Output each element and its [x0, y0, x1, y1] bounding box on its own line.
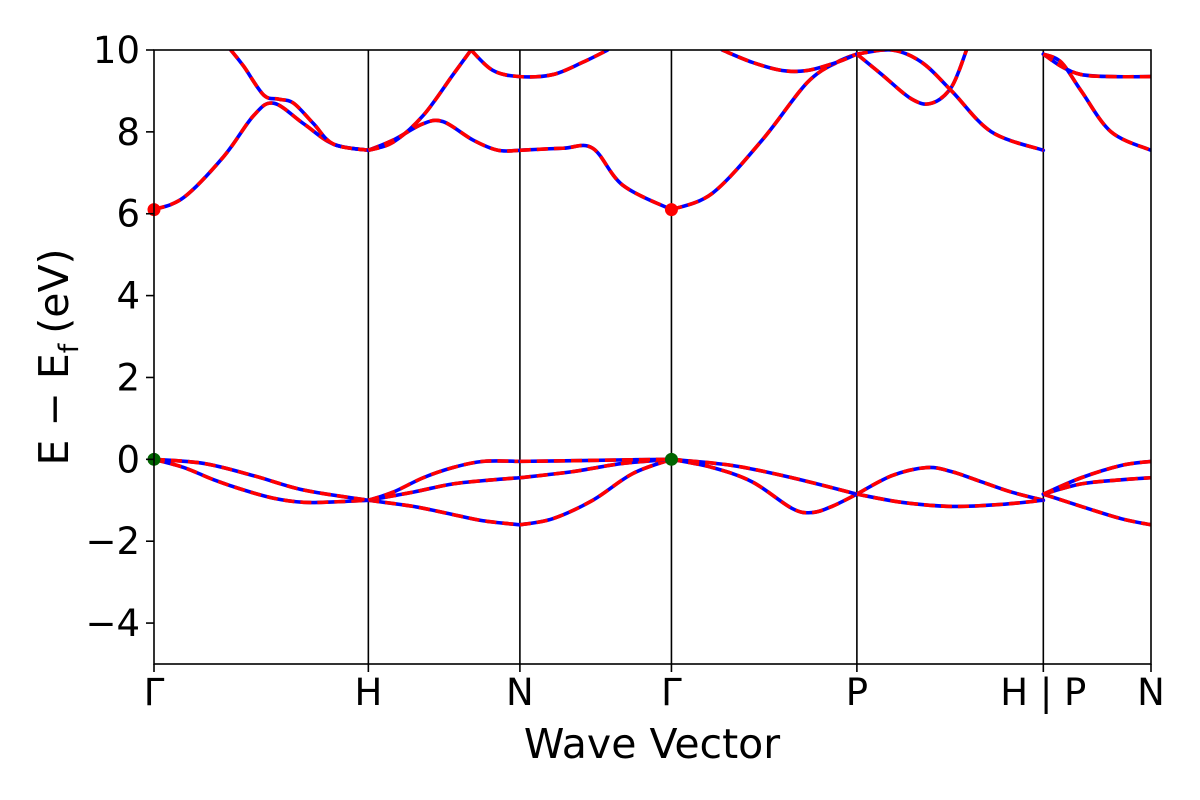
kpoint-lines	[367, 50, 1045, 664]
y-tick-label-1: −2	[85, 520, 140, 563]
band-15	[154, 101, 371, 212]
band-15-overlay	[154, 101, 369, 212]
band-14-overlay	[1042, 459, 1151, 496]
band-11-overlay	[856, 492, 1044, 509]
band-25-overlay	[1042, 52, 1151, 79]
band-9	[669, 457, 859, 496]
band-21-overlay	[670, 52, 858, 212]
band-12-overlay	[1042, 492, 1151, 527]
band-17	[366, 118, 522, 153]
band-19-overlay	[469, 50, 609, 79]
band-1	[154, 457, 371, 503]
band-20-overlay	[519, 143, 673, 212]
band-18-overlay	[367, 50, 473, 153]
band-10	[855, 465, 1046, 503]
band-21	[669, 52, 859, 212]
y-tick-label-3: 2	[116, 356, 140, 399]
band-10-overlay	[856, 465, 1044, 503]
plot-frame	[153, 49, 1152, 665]
band-16-overlay	[229, 50, 369, 153]
band-4	[366, 459, 522, 503]
x-tick-label-4: P	[846, 671, 868, 714]
band-7-overlay	[519, 457, 672, 464]
band-21-line	[669, 52, 859, 212]
band-6-overlay	[519, 457, 672, 480]
band-20-line	[518, 143, 674, 212]
y-tick-label-7: 10	[93, 29, 140, 72]
band-14	[1041, 459, 1151, 496]
cbm-marker-1	[664, 203, 678, 217]
band-8-overlay	[671, 457, 858, 515]
band-1-overlay	[154, 457, 369, 503]
x-axis-ticks: Γ H N Γ P H | P N	[144, 664, 1165, 714]
band-23	[855, 50, 969, 106]
x-axis-label: Wave Vector	[524, 720, 780, 768]
y-axis-ticks: −4 −2 0 2 4 6 8 10	[85, 29, 154, 645]
band-24-overlay	[856, 50, 1044, 152]
band-26-overlay	[1042, 52, 1151, 152]
band-24	[855, 50, 1046, 153]
band-0-overlay	[154, 457, 369, 505]
band-16-line	[228, 50, 371, 153]
x-tick-label-2: N	[506, 671, 534, 714]
y-axis-label-unit: (eV)	[30, 248, 78, 333]
band-2-overlay	[368, 498, 521, 527]
band-3	[366, 475, 522, 503]
band-22-overlay	[721, 50, 858, 74]
band-26-line	[1041, 52, 1151, 153]
band-11	[855, 492, 1046, 509]
band-2	[366, 498, 522, 527]
band-17-line	[366, 118, 522, 153]
bands	[154, 50, 1151, 527]
x-tick-label-3: Γ	[661, 671, 682, 714]
x-tick-label-0: Γ	[144, 671, 165, 714]
band-18-line	[366, 50, 473, 153]
band-0	[154, 457, 371, 505]
band-19	[469, 50, 610, 79]
band-26	[1041, 52, 1151, 153]
band-4-overlay	[367, 459, 520, 502]
y-tick-label-5: 6	[116, 193, 140, 236]
x-tick-label-1: H	[354, 671, 382, 714]
band-22	[720, 50, 859, 74]
band-8	[669, 457, 859, 515]
band-13-overlay	[1042, 475, 1151, 496]
band-19-line	[469, 50, 610, 79]
band-25	[1041, 52, 1151, 79]
band-5-overlay	[519, 457, 673, 527]
y-tick-label-6: 8	[116, 111, 140, 154]
y-tick-label-2: 0	[116, 438, 140, 481]
band-10-line	[855, 465, 1046, 503]
band-20	[518, 143, 674, 212]
band-edge-markers	[147, 203, 678, 466]
band-17-overlay	[367, 118, 520, 153]
band-23-overlay	[855, 50, 969, 106]
y-axis-label: E − Ef (eV)	[30, 248, 85, 465]
band-18	[366, 50, 473, 153]
y-axis-label-main: E − E	[30, 353, 78, 465]
band-3-overlay	[368, 475, 521, 503]
y-axis-label-subscript: f	[54, 342, 85, 353]
band-16	[228, 50, 371, 153]
band-12	[1041, 492, 1151, 527]
x-tick-label-5: H | P	[1000, 671, 1086, 714]
band-24-line	[855, 50, 1046, 153]
y-tick-label-0: −4	[85, 602, 140, 645]
band-13	[1041, 475, 1151, 496]
band-7	[518, 457, 674, 464]
band-5	[518, 457, 674, 527]
x-tick-label-6: N	[1137, 671, 1165, 714]
band-9-overlay	[671, 457, 858, 496]
y-tick-label-4: 4	[116, 275, 140, 318]
vbm-marker-3	[664, 452, 678, 466]
